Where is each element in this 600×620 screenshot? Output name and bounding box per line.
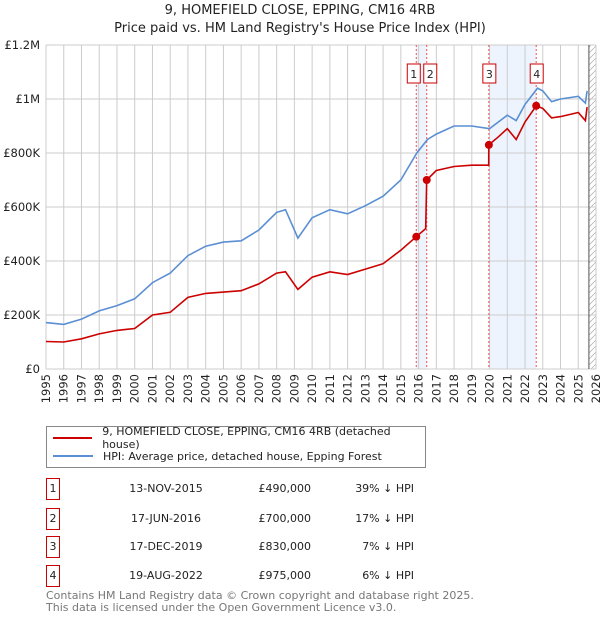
sale-number-badge: 2 — [46, 508, 60, 530]
x-tick-label: 2025 — [571, 374, 585, 403]
y-tick-label: £1.2M — [4, 38, 40, 52]
x-tick-label: 2010 — [305, 374, 319, 403]
sale-flag-box — [482, 63, 497, 84]
chart-title: 9, HOMEFIELD CLOSE, EPPING, CM16 4RB — [164, 3, 436, 18]
x-tick-label: 2008 — [270, 374, 284, 403]
sale-date: 19-AUG-2022 — [129, 569, 203, 582]
x-tick-label: 2000 — [128, 374, 142, 403]
legend-item-property: 9, HOMEFIELD CLOSE, EPPING, CM16 4RB (de… — [53, 425, 425, 451]
x-tick-label: 2016 — [412, 374, 426, 403]
x-tick-label: 2003 — [181, 374, 195, 403]
x-tick-label: 2004 — [199, 374, 213, 403]
y-tick-label: £1M — [15, 92, 40, 106]
sale-flag-box — [423, 63, 438, 84]
sale-price: £975,000 — [258, 569, 312, 582]
y-tick-label: £400K — [3, 254, 40, 268]
x-tick-label: 2002 — [163, 374, 177, 403]
legend-label-hpi: HPI: Average price, detached house, Eppi… — [103, 449, 382, 463]
sale-flag-box — [406, 63, 421, 84]
hpi-difference: 6% ↓ HPI — [362, 569, 414, 582]
x-tick-label: 2022 — [518, 374, 532, 403]
x-tick-label: 2013 — [358, 374, 372, 403]
legend-swatch-blue — [53, 455, 93, 457]
chart-subtitle: Price paid vs. HM Land Registry's House … — [114, 21, 486, 36]
x-tick-label: 1998 — [92, 374, 106, 403]
y-tick-label: £600K — [3, 200, 40, 214]
x-tick-label: 2006 — [234, 374, 248, 403]
x-tick-label: 2001 — [145, 374, 159, 403]
sale-date: 13-NOV-2015 — [129, 482, 203, 495]
sale-price: £830,000 — [258, 540, 312, 553]
sale-number-badge: 1 — [46, 478, 60, 500]
footer-licence: This data is licensed under the Open Gov… — [46, 601, 397, 614]
x-tick-label: 2021 — [500, 374, 514, 403]
y-tick-label: £200K — [3, 308, 40, 322]
x-tick-label: 2014 — [376, 374, 390, 403]
x-tick-label: 2019 — [465, 374, 479, 403]
sale-number-badge: 4 — [46, 565, 60, 587]
legend-item-hpi: HPI: Average price, detached house, Eppi… — [53, 448, 382, 464]
x-tick-label: 2009 — [287, 374, 301, 403]
sale-point — [484, 140, 493, 149]
x-tick-label: 2018 — [447, 374, 461, 403]
x-tick-label: 2005 — [216, 374, 230, 403]
sale-flag-label: 1 — [410, 68, 417, 81]
y-tick-label: £0 — [25, 362, 40, 376]
sale-flag-label: 3 — [486, 68, 493, 81]
hpi-difference: 7% ↓ HPI — [362, 540, 414, 553]
sale-date: 17-JUN-2016 — [130, 512, 202, 525]
y-tick-label: £800K — [3, 146, 40, 160]
legend-label-property: 9, HOMEFIELD CLOSE, EPPING, CM16 4RB (de… — [102, 425, 391, 451]
x-tick-label: 2015 — [394, 374, 408, 403]
x-tick-label: 2024 — [554, 374, 568, 403]
legend-swatch-red — [53, 437, 93, 439]
sale-point — [532, 101, 541, 110]
x-tick-label: 2026 — [589, 374, 600, 403]
x-tick-label: 2012 — [341, 374, 355, 403]
sale-point — [412, 232, 421, 241]
sale-number-badge: 3 — [46, 536, 60, 558]
x-tick-label: 2020 — [483, 374, 497, 403]
sale-flag-label: 2 — [427, 68, 434, 81]
x-tick-label: 1995 — [39, 374, 53, 403]
x-tick-label: 1999 — [110, 374, 124, 403]
x-tick-label: 1996 — [57, 374, 71, 403]
x-tick-label: 2007 — [252, 374, 266, 403]
x-tick-label: 2017 — [429, 374, 443, 403]
hpi-line — [45, 87, 588, 326]
x-tick-label: 1997 — [74, 374, 88, 403]
hpi-difference: 39% ↓ HPI — [355, 482, 414, 495]
legend: 9, HOMEFIELD CLOSE, EPPING, CM16 4RB (de… — [46, 425, 426, 468]
property-price-line — [45, 104, 588, 343]
sale-flag-label: 4 — [533, 68, 540, 81]
sale-flag-box — [529, 63, 544, 84]
x-tick-label: 2023 — [536, 374, 550, 403]
footer-copyright: Contains HM Land Registry data © Crown c… — [46, 589, 474, 602]
sale-point — [422, 176, 431, 184]
x-tick-label: 2011 — [323, 374, 337, 403]
sale-price: £490,000 — [258, 482, 312, 495]
hpi-difference: 17% ↓ HPI — [355, 512, 414, 525]
sale-date: 17-DEC-2019 — [129, 540, 203, 553]
sale-price: £700,000 — [258, 512, 312, 525]
price-chart: 1995 1996 1997 1998 1999 2000 2001 2002 2003 2004… — [3, 38, 600, 403]
